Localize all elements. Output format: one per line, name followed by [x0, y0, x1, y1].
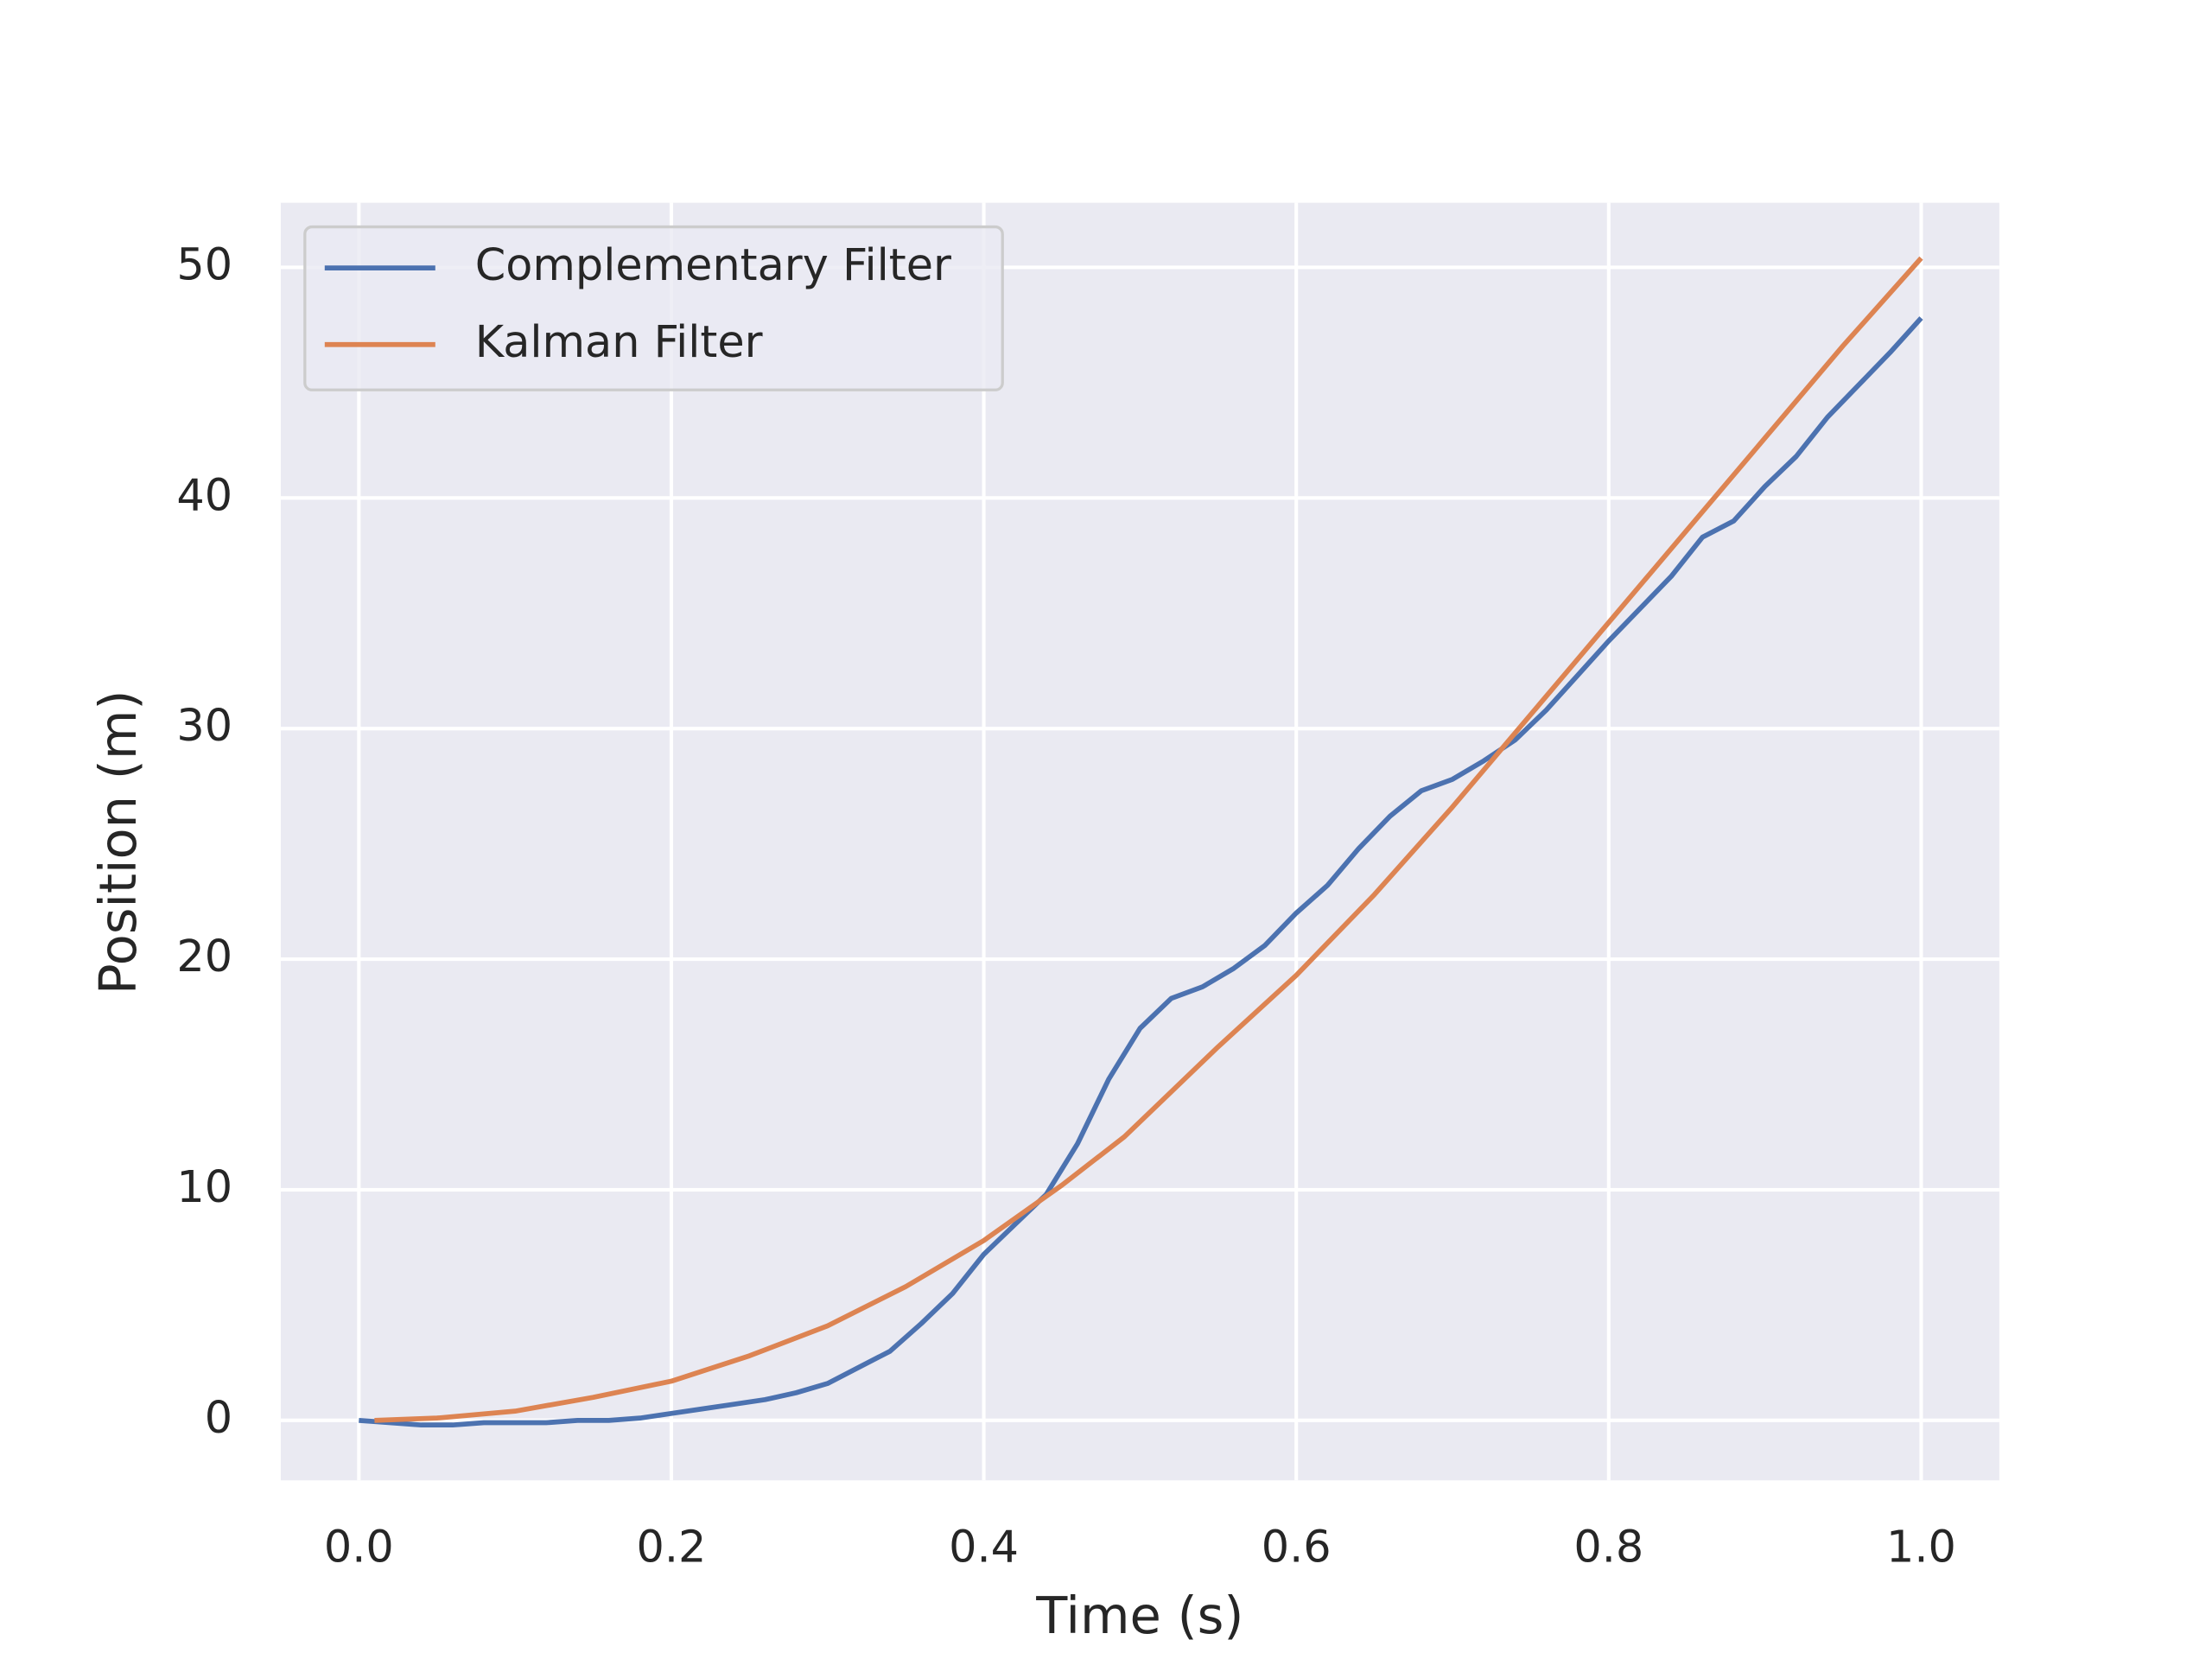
x-tick-label: 0.2	[637, 1522, 707, 1573]
x-tick-label: 0.6	[1262, 1522, 1332, 1573]
data-line	[374, 256, 1923, 1423]
x-tick-label: 0.0	[324, 1522, 394, 1573]
y-tick-label: 30	[176, 700, 232, 751]
legend: Complementary Filter Kalman Filter	[303, 225, 1004, 391]
legend-box	[303, 225, 1004, 391]
y-tick-label: 20	[176, 931, 232, 982]
x-tick-label: 0.8	[1573, 1522, 1643, 1573]
legend-label: Kalman Filter	[475, 316, 763, 367]
x-tick-label: 1.0	[1886, 1522, 1956, 1573]
data-line	[359, 316, 1923, 1428]
x-axis-label: Time (s)	[1035, 1586, 1243, 1645]
x-tick-label: 0.4	[949, 1522, 1019, 1573]
y-tick-label: 0	[205, 1392, 232, 1443]
plot-area	[280, 202, 1999, 1481]
y-tick-label: 50	[176, 238, 232, 289]
legend-label: Complementary Filter	[475, 239, 951, 290]
lines	[359, 256, 1923, 1428]
y-axis-label: Position (m)	[88, 690, 148, 995]
y-tick-label: 40	[176, 469, 232, 520]
y-tick-label: 10	[176, 1161, 232, 1212]
